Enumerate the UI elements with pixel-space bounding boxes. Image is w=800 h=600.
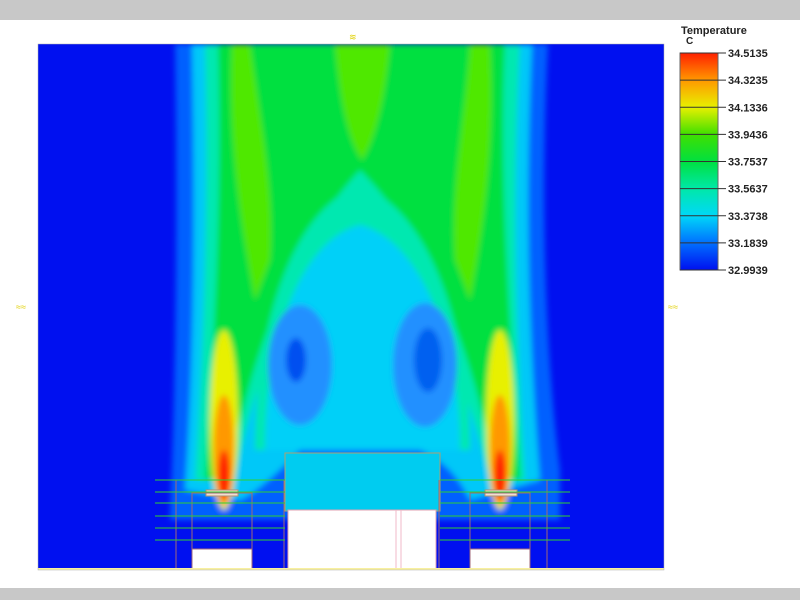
enclosure-outlines [175,480,548,570]
central-obstacle [287,509,437,570]
central-box [284,452,441,512]
right-base-obstacle [469,548,531,570]
colorbar: 34.5135 34.3235 34.1336 33.9436 33.7537 33.56… [679,48,768,277]
axis-marker-right: ≈≈ [668,302,678,312]
contour-field [38,44,664,570]
plume-right-red [494,450,506,500]
cold-core-right [414,328,442,392]
colorbar-tick-label: 32.9939 [728,265,768,277]
colorbar-tick-label: 33.1839 [728,238,768,250]
colorbar-tick-label: 33.5637 [728,184,768,196]
colorbar-tick-label: 33.3738 [728,211,768,223]
plume-left-red [218,450,230,500]
colorbar-tick-label: 33.7537 [728,157,768,169]
left-base-obstacle [191,548,253,570]
contour-33-75 [205,44,520,480]
cold-core-left [286,338,306,382]
grid-lines [155,479,570,541]
contour-33-94 [231,44,492,300]
axis-marker-left: ≈≈ [16,302,26,312]
colorbar-tick-label: 34.5135 [728,48,768,60]
colorbar-title: Temperature [681,25,747,37]
plot-frame [37,43,665,571]
axis-marker-top: ≋ [349,32,357,42]
colorbar-tick-label: 34.3235 [728,75,768,87]
colorbar-tick-label: 33.9436 [728,129,768,141]
colorbar-tick-label: 34.1336 [728,102,768,114]
colorbar-unit: C [686,36,693,47]
